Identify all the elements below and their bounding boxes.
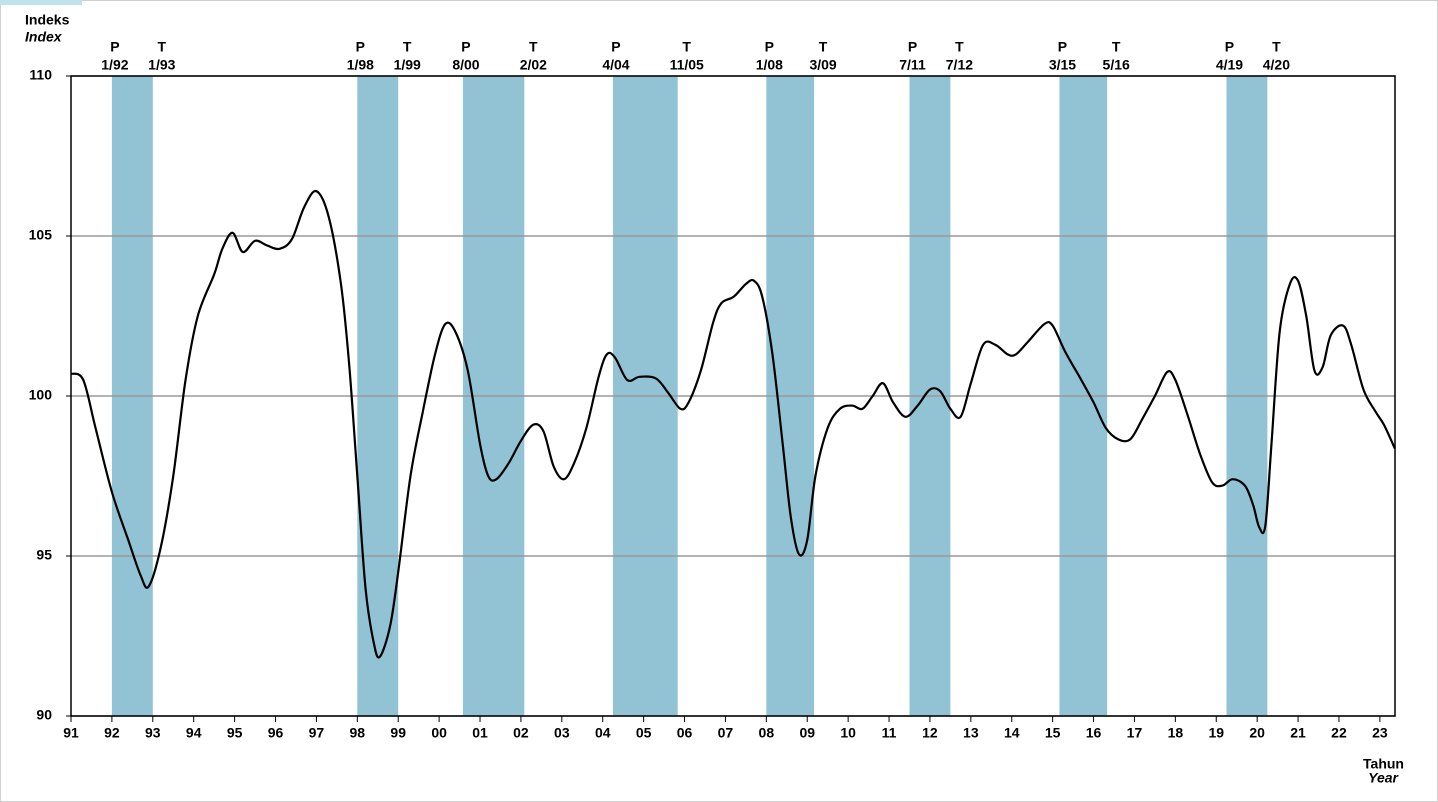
peak-marker: P — [765, 39, 774, 55]
x-tick-label: 99 — [390, 725, 406, 741]
trough-date: 1/93 — [148, 57, 175, 73]
trough-marker: T — [819, 39, 828, 55]
x-tick-label: 10 — [840, 725, 856, 741]
trough-date: 7/12 — [946, 57, 973, 73]
x-tick-label: 05 — [636, 725, 652, 741]
tab — [0, 0, 82, 5]
x-tick-label: 01 — [472, 725, 488, 741]
peak-date: 4/19 — [1216, 57, 1243, 73]
peak-marker: P — [110, 39, 119, 55]
x-tick-label: 97 — [309, 725, 325, 741]
peak-marker: P — [1058, 39, 1067, 55]
x-tick-label: 00 — [431, 725, 447, 741]
x-tick-label: 03 — [554, 725, 570, 741]
x-axis-label: Tahun — [1363, 756, 1404, 772]
x-axis-label-en: Year — [1368, 770, 1399, 786]
trough-date: 4/20 — [1263, 57, 1290, 73]
x-tick-label: 09 — [799, 725, 815, 741]
index-line — [70, 190, 1396, 659]
x-tick-label: 95 — [227, 725, 243, 741]
x-tick-label: 08 — [759, 725, 775, 741]
x-tick-label: 96 — [268, 725, 284, 741]
y-tick-label: 95 — [36, 547, 52, 563]
y-tick-label: 90 — [36, 707, 52, 723]
x-tick-label: 18 — [1168, 725, 1184, 741]
peak-marker: P — [611, 39, 620, 55]
x-tick-label: 15 — [1045, 725, 1061, 741]
peak-date: 1/08 — [756, 57, 783, 73]
y-tick-label: 110 — [29, 67, 52, 83]
x-tick-label: 19 — [1208, 725, 1224, 741]
y-axis-label: Indeks — [25, 12, 70, 28]
peak-date: 1/98 — [347, 57, 374, 73]
peak-date: 3/15 — [1049, 57, 1076, 73]
x-tick-label: 12 — [922, 725, 938, 741]
x-tick-label: 20 — [1249, 725, 1265, 741]
x-tick-label: 17 — [1127, 725, 1143, 741]
trough-date: 1/99 — [394, 57, 421, 73]
x-tick-label: 02 — [513, 725, 529, 741]
trough-marker: T — [1112, 39, 1121, 55]
trough-marker: T — [158, 39, 167, 55]
x-tick-label: 11 — [882, 725, 897, 741]
x-tick-label: 13 — [963, 725, 979, 741]
x-tick-label: 23 — [1372, 725, 1388, 741]
x-tick-label: 22 — [1331, 725, 1347, 741]
trough-date: 2/02 — [520, 57, 547, 73]
x-tick-label: 21 — [1290, 725, 1306, 741]
x-tick-label: 07 — [718, 725, 734, 741]
peak-date: 8/00 — [452, 57, 479, 73]
x-tick-label: 98 — [350, 725, 366, 741]
trough-date: 11/05 — [670, 57, 704, 73]
trough-marker: T — [1272, 39, 1281, 55]
x-tick-label: 06 — [677, 725, 693, 741]
trough-date: 3/09 — [809, 57, 836, 73]
x-tick-label: 94 — [186, 725, 202, 741]
trough-marker: T — [955, 39, 964, 55]
trough-date: 5/16 — [1103, 57, 1130, 73]
peak-date: 7/11 — [899, 57, 926, 73]
x-tick-label: 16 — [1086, 725, 1102, 741]
y-tick-label: 105 — [29, 227, 53, 243]
x-tick-label: 91 — [63, 725, 79, 741]
peak-marker: P — [908, 39, 917, 55]
trough-marker: T — [403, 39, 412, 55]
peak-marker: P — [461, 39, 470, 55]
trough-marker: T — [529, 39, 538, 55]
trough-marker: T — [682, 39, 691, 55]
x-tick-label: 04 — [595, 725, 611, 741]
x-tick-label: 93 — [145, 725, 161, 741]
x-tick-label: 14 — [1004, 725, 1020, 741]
peak-marker: P — [356, 39, 365, 55]
y-tick-label: 100 — [29, 387, 53, 403]
peak-date: 4/04 — [602, 57, 629, 73]
x-tick-label: 92 — [104, 725, 120, 741]
peak-marker: P — [1225, 39, 1234, 55]
y-axis-label-en: Index — [25, 29, 63, 45]
peak-date: 1/92 — [101, 57, 128, 73]
